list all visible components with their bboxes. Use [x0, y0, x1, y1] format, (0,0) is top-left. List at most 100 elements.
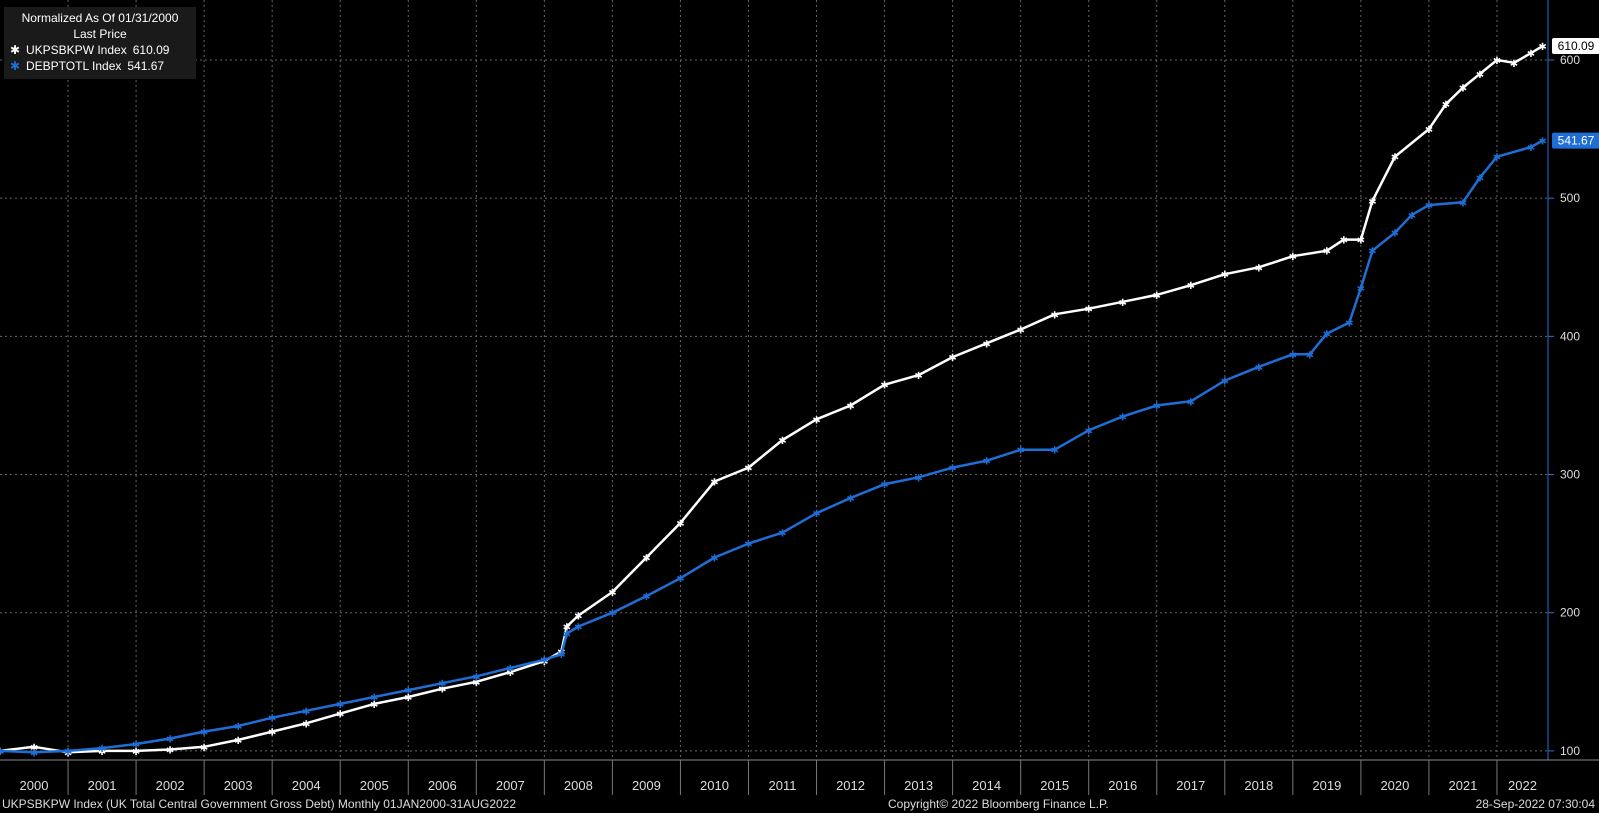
data-point: ✱ — [200, 728, 208, 739]
data-point: ✱ — [1459, 198, 1467, 209]
legend-subtitle: Last Price — [73, 27, 127, 41]
data-point: ✱ — [948, 353, 956, 364]
data-point: ✱ — [234, 722, 242, 733]
x-tick-label: 2022 — [1508, 778, 1537, 793]
data-point: ✱ — [234, 736, 242, 747]
data-point: ✱ — [608, 609, 616, 620]
data-point: ✱ — [710, 553, 718, 564]
data-point: ✱ — [1016, 446, 1024, 457]
data-point: ✱ — [778, 436, 786, 447]
footer-description: UKPSBKPW Index (UK Total Central Governm… — [2, 797, 517, 811]
data-point: ✱ — [540, 657, 548, 668]
x-tick-label: 2006 — [428, 778, 457, 793]
data-point: ✱ — [778, 529, 786, 540]
data-point: ✱ — [64, 748, 72, 759]
data-point: ✱ — [846, 401, 854, 412]
legend-entry-name: DEBPTOTL Index — [26, 59, 122, 73]
asterisk-marker-icon: ✱ — [10, 59, 21, 73]
data-point: ✱ — [30, 748, 38, 759]
data-point: ✱ — [1153, 401, 1161, 412]
x-tick-label: 2020 — [1380, 778, 1409, 793]
data-point: ✱ — [812, 509, 820, 520]
y-tick-label: 300 — [1560, 468, 1580, 482]
x-tick-label: 2010 — [700, 778, 729, 793]
last-value-tag — [1552, 132, 1599, 149]
data-point: ✱ — [0, 747, 4, 758]
data-point: ✱ — [880, 480, 888, 491]
data-point: ✱ — [472, 672, 480, 683]
series-line-1 — [0, 45, 1544, 754]
data-point: ✱ — [1221, 270, 1229, 281]
data-point: ✱ — [574, 611, 582, 622]
data-point: ✱ — [1493, 56, 1501, 67]
data-point: ✱ — [1153, 291, 1161, 302]
legend-entry-ukpsbkpw[interactable]: ✱ UKPSBKPW Index 610.09 — [10, 42, 190, 58]
data-point: ✱ — [438, 685, 446, 696]
data-point: ✱ — [1221, 377, 1229, 388]
data-point: ✱ — [1459, 84, 1467, 95]
series-markers-1: ✱✱ ✱ ✱ ✱ ✱✱✱✱✱✱✱✱✱✱✱✱✱✱✱✱✱✱✱✱✱✱✱✱✱✱✱✱✱✱✱✱✱✱✱… — [0, 42, 1547, 759]
data-point: ✱ — [200, 743, 208, 754]
x-tick-label: 2002 — [156, 778, 185, 793]
data-point: ✱ — [574, 623, 582, 634]
data-point: ✱ — [563, 629, 571, 640]
data-point: ✱ — [336, 710, 344, 721]
data-point: ✱ — [1323, 247, 1331, 258]
footer-timestamp: 28-Sep-2022 07:30:04 — [1475, 797, 1595, 811]
data-point: ✱ — [506, 664, 514, 675]
data-point: ✱ — [1357, 236, 1365, 247]
data-point: ✱ — [1538, 137, 1546, 148]
data-point: ✱ — [506, 668, 514, 679]
legend-entry-name: UKPSBKPW Index — [26, 43, 127, 57]
data-point: ✱ — [744, 540, 752, 551]
footer-copyright: Copyright© 2022 Bloomberg Finance L.P. — [888, 797, 1109, 811]
last-value-label: 610.09 — [1558, 39, 1595, 53]
data-point: ✱ — [132, 740, 140, 751]
x-tick-label: 2000 — [20, 778, 49, 793]
data-point: ✱ — [1408, 211, 1416, 222]
asterisk-marker-icon: ✱ — [10, 43, 21, 57]
x-tick-label: 2016 — [1108, 778, 1137, 793]
data-point: ✱ — [336, 700, 344, 711]
y-tick-label: 400 — [1560, 329, 1580, 343]
x-tick-label: 2001 — [88, 778, 117, 793]
data-point: ✱ — [268, 728, 276, 739]
x-tick-label: 2015 — [1040, 778, 1069, 793]
legend-entry-debptotl[interactable]: ✱ DEBPTOTL Index 541.67 — [10, 58, 190, 74]
chart-legend: Normalized As Of 01/31/2000 Last Price ✱… — [4, 7, 196, 79]
data-point: ✱ — [982, 457, 990, 468]
data-point: ✱ — [1255, 263, 1263, 274]
data-point: ✱ — [370, 700, 378, 711]
data-point: ✱ — [302, 719, 310, 730]
data-point: ✱ — [472, 678, 480, 689]
data-point: ✱ — [1368, 247, 1376, 258]
data-point: ✱ — [1085, 426, 1093, 437]
data-point: ✱ — [676, 574, 684, 585]
data-point: ✱ — [166, 734, 174, 745]
data-point: ✱ — [1050, 446, 1058, 457]
x-tick-label: 2011 — [769, 778, 797, 793]
y-tick-label: 200 — [1560, 606, 1580, 620]
data-point: ✱ — [812, 415, 820, 426]
x-tick-label: 2009 — [632, 778, 661, 793]
data-point: ✱ — [846, 494, 854, 505]
data-point: ✱ — [1119, 413, 1127, 424]
data-point: ✱ — [166, 746, 174, 757]
data-point: ✱ — [1306, 350, 1314, 361]
data-point: ✱ — [1425, 125, 1433, 136]
data-point: ✱ — [1357, 284, 1365, 295]
data-point: ✱ — [948, 464, 956, 475]
x-tick-label: 2004 — [292, 778, 321, 793]
x-tick-label: 2012 — [836, 778, 865, 793]
data-point: ✱ — [370, 693, 378, 704]
data-point: ✱ — [1391, 229, 1399, 240]
legend-title: Normalized As Of 01/31/2000 — [21, 11, 179, 25]
y-tick-label: 100 — [1560, 744, 1580, 758]
data-point: ✱ — [1538, 42, 1546, 53]
data-point: ✱ — [1323, 330, 1331, 341]
data-point: ✱ — [563, 623, 571, 634]
data-point: ✱ — [1345, 319, 1353, 330]
data-point: ✱ — [1368, 197, 1376, 208]
legend-entry-value: 541.67 — [127, 59, 165, 73]
